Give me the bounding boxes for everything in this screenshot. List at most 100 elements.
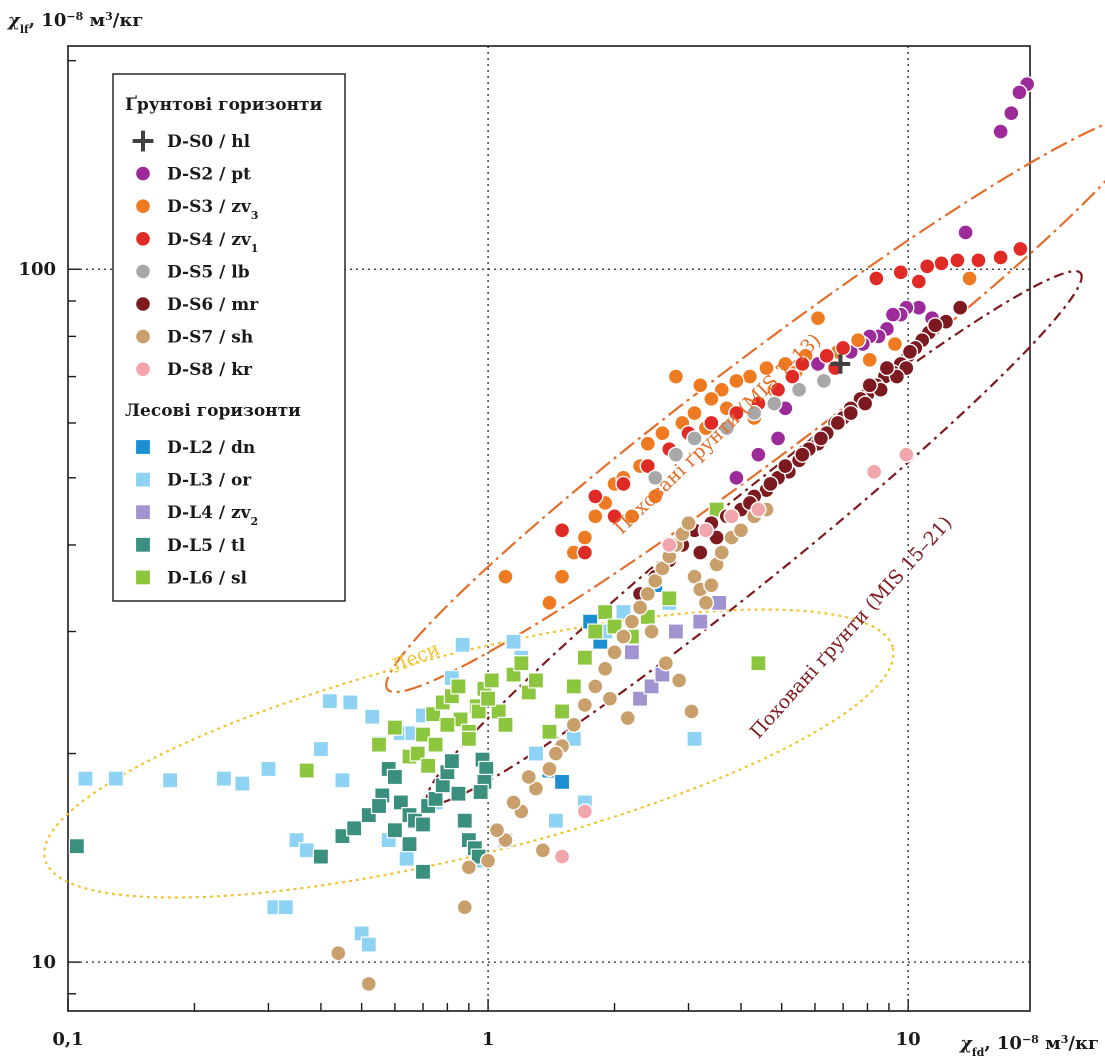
data-point: [565, 678, 582, 695]
legend-entry: D-S7 / sh: [134, 328, 253, 348]
data-point: [107, 770, 124, 787]
legend-label-sub: 1: [251, 241, 259, 254]
y-tick-label: 100: [18, 259, 56, 280]
legend-label: D-S7 / sh: [167, 328, 253, 348]
data-point: [815, 372, 833, 390]
data-point: [750, 446, 767, 463]
data-point: [884, 306, 902, 323]
data-point: [1011, 84, 1028, 101]
data-point: [321, 693, 338, 710]
data-point: [713, 381, 730, 398]
data-point: [460, 859, 478, 876]
legend-label: D-S2 / pt: [167, 165, 251, 185]
data-point: [427, 790, 444, 808]
data-point: [497, 716, 514, 733]
data-point: [661, 590, 678, 607]
data-point: [790, 381, 808, 398]
data-point: [386, 768, 403, 786]
data-point: [596, 660, 614, 678]
data-point: [334, 772, 351, 789]
data-point: [360, 936, 377, 953]
data-point: [856, 395, 874, 412]
data-point: [861, 377, 878, 394]
data-point: [766, 395, 783, 412]
data-point: [777, 457, 794, 475]
legend-label: D-L3 / or: [167, 471, 252, 491]
data-point: [587, 488, 604, 505]
data-point: [277, 899, 294, 916]
data-point: [713, 544, 730, 561]
data-point: [134, 197, 152, 215]
data-point: [686, 430, 703, 447]
data-point: [513, 655, 530, 672]
data-point: [534, 842, 552, 859]
data-point: [456, 812, 473, 829]
data-point: [553, 773, 571, 791]
y-axis-label: χlf, 10−8 м3/кг: [6, 10, 143, 36]
data-point: [414, 816, 432, 833]
axis-exp: −8: [1022, 1033, 1039, 1046]
axis-unit2: м: [1039, 1033, 1061, 1054]
data-point: [134, 438, 152, 456]
data-point: [527, 672, 545, 689]
data-point: [970, 252, 987, 269]
data-point: [483, 672, 500, 689]
data-point: [670, 672, 688, 689]
data-point: [401, 836, 418, 853]
data-point: [639, 435, 657, 452]
data-point: [68, 838, 86, 855]
data-point: [992, 249, 1009, 266]
data-point: [472, 783, 489, 801]
data-point: [951, 299, 969, 316]
axis-unit3: /кг: [113, 10, 144, 31]
series-D-L5-tl: [68, 751, 495, 880]
data-point: [298, 842, 315, 859]
data-point: [809, 309, 827, 327]
data-point: [949, 252, 966, 269]
axis-exp2: 3: [1061, 1033, 1069, 1046]
data-point: [697, 522, 715, 539]
data-point: [553, 568, 571, 585]
data-point: [479, 690, 497, 707]
legend-entry: D-S0 / hl: [132, 130, 251, 152]
data-point: [728, 372, 745, 390]
data-point: [623, 613, 641, 630]
plus-v: [141, 130, 145, 152]
data-point: [683, 703, 700, 720]
series-D-S0-hl: [830, 354, 851, 374]
data-point: [565, 716, 583, 734]
legend-entry: D-L2 / dn: [134, 438, 255, 458]
data-point: [619, 709, 636, 727]
data-point: [454, 636, 471, 653]
data-point: [615, 628, 632, 645]
data-point: [456, 899, 473, 916]
legend-label: D-S6 / mr: [167, 295, 259, 315]
ellipse-MIS-7–13: [385, 113, 1105, 694]
x-tick-label: 0,1: [52, 1029, 83, 1050]
series-D-L6-sl: [298, 501, 767, 779]
series-D-S6-mr: [631, 299, 969, 603]
data-points: [68, 75, 1036, 993]
data-point: [134, 295, 152, 313]
data-point: [933, 255, 950, 272]
data-point: [728, 469, 745, 487]
axis-unit2: м: [83, 10, 105, 31]
legend-label: D-L6 / sl: [167, 568, 248, 588]
data-point: [647, 469, 664, 487]
data-point: [654, 424, 671, 442]
data-point: [703, 390, 720, 408]
data-point: [134, 471, 152, 488]
data-point: [728, 404, 745, 422]
data-point: [849, 331, 867, 349]
axis-exp2: 3: [105, 10, 113, 23]
data-point: [758, 359, 775, 377]
data-point: [161, 772, 179, 789]
data-point: [587, 508, 604, 525]
data-point: [812, 430, 830, 447]
data-point: [460, 730, 477, 747]
data-point: [370, 797, 388, 815]
data-point: [547, 745, 565, 762]
legend-entry: D-S6 / mr: [134, 295, 259, 315]
data-point: [443, 753, 460, 770]
